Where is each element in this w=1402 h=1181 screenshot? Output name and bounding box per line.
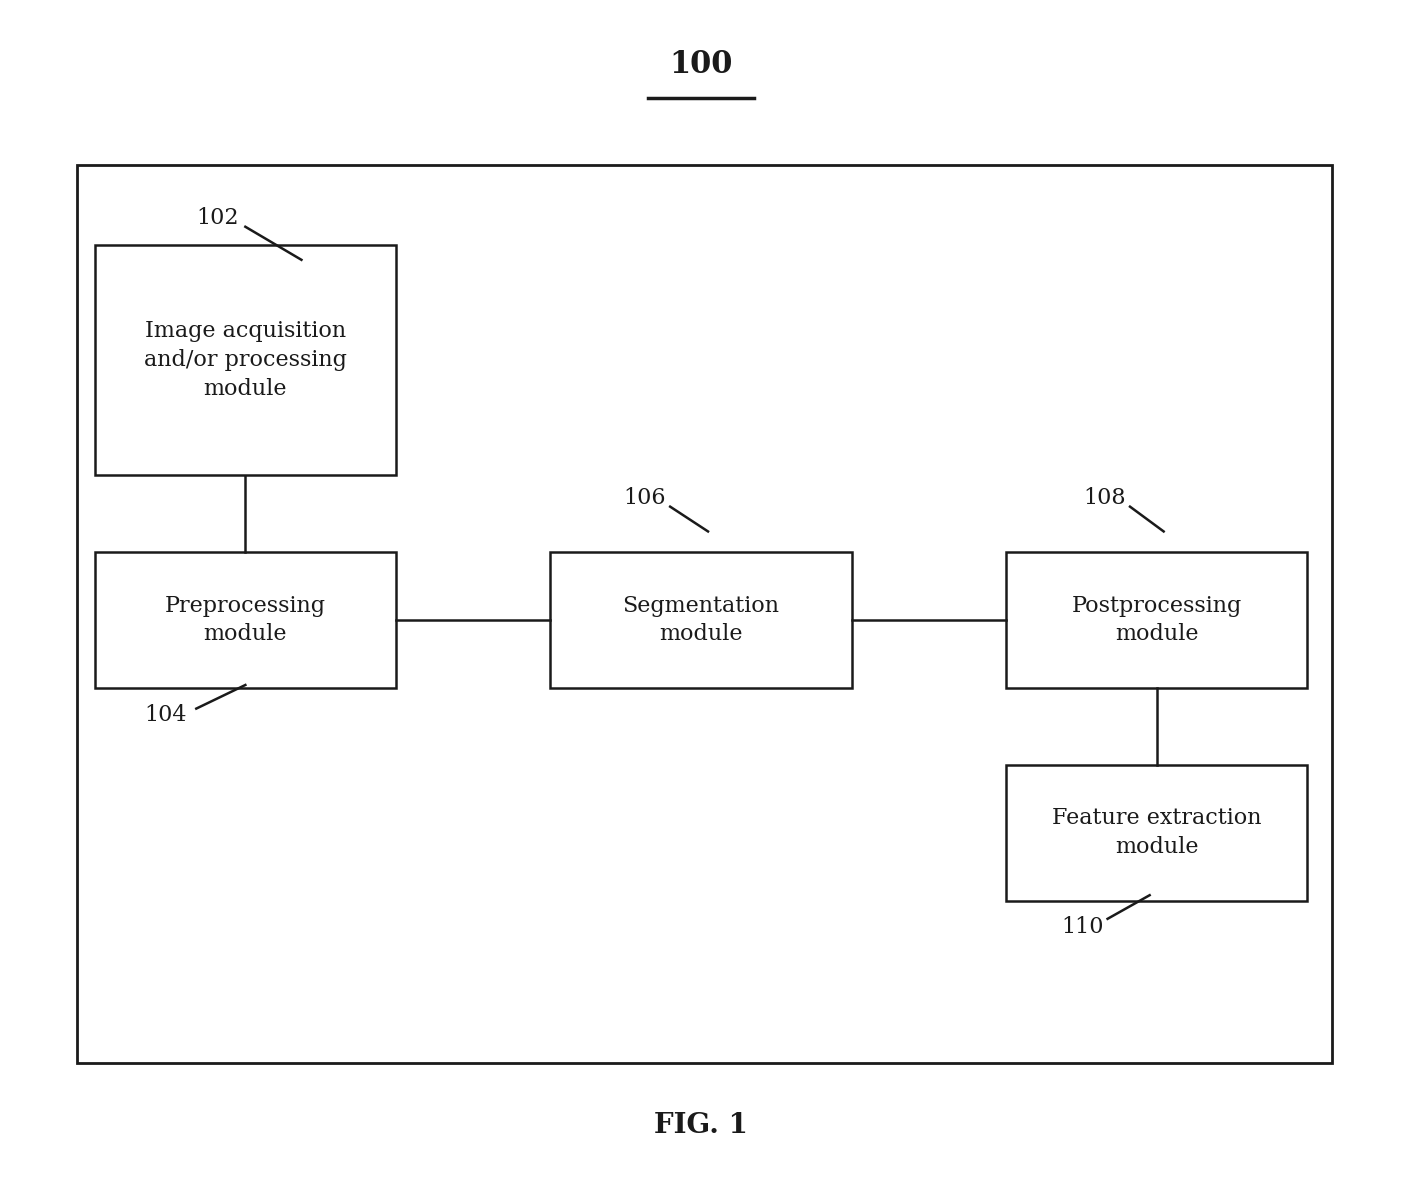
Text: Postprocessing
module: Postprocessing module — [1071, 594, 1242, 646]
Text: Feature extraction
module: Feature extraction module — [1052, 807, 1262, 859]
Bar — [1005, 765, 1307, 900]
Text: 108: 108 — [1084, 488, 1126, 509]
Bar — [94, 246, 395, 476]
Text: 102: 102 — [196, 208, 238, 229]
Text: 104: 104 — [144, 704, 186, 725]
Text: FIG. 1: FIG. 1 — [655, 1113, 747, 1138]
Bar — [1005, 553, 1307, 687]
Text: 100: 100 — [669, 50, 733, 80]
Bar — [77, 165, 1332, 1063]
Text: Segmentation
module: Segmentation module — [622, 594, 780, 646]
Text: Preprocessing
module: Preprocessing module — [165, 594, 325, 646]
Text: 106: 106 — [624, 488, 666, 509]
Bar — [550, 553, 851, 687]
Text: 110: 110 — [1061, 916, 1103, 938]
Text: Image acquisition
and/or processing
module: Image acquisition and/or processing modu… — [144, 320, 346, 400]
Bar — [94, 553, 395, 687]
